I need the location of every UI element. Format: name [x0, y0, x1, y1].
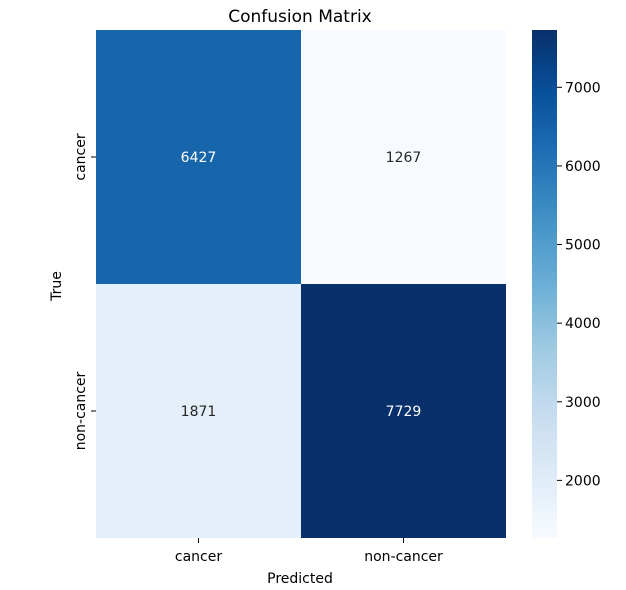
colorbar: [532, 30, 557, 538]
y-axis-label: True: [49, 271, 65, 302]
cell-value-label: 7729: [386, 404, 422, 420]
heatmap-cell: [301, 30, 506, 284]
heatmap-annotations: 6427 1267 1871 7729: [181, 150, 422, 420]
colorbar-tick-label: 4000: [565, 316, 601, 332]
colorbar-tick-label: 5000: [565, 238, 601, 254]
colorbar-tick-label: 3000: [565, 395, 601, 411]
x-tick-label: cancer: [175, 549, 222, 565]
heatmap-cells: [96, 30, 506, 538]
x-axis-label: Predicted: [267, 571, 333, 587]
colorbar-tick-label: 2000: [565, 473, 601, 489]
y-axis-ticks: cancer non-cancer: [73, 133, 96, 450]
cell-value-label: 1267: [386, 150, 422, 166]
x-tick-label: non-cancer: [364, 549, 443, 565]
x-axis-ticks: cancer non-cancer: [175, 538, 443, 565]
cell-value-label: 6427: [181, 150, 217, 166]
colorbar-tick-label: 6000: [565, 159, 601, 175]
colorbar-ticks: 2000 3000 4000 5000 6000 7000: [557, 80, 601, 489]
y-tick-label: cancer: [73, 133, 89, 180]
heatmap-cell: [96, 284, 301, 538]
heatmap-cell: [301, 284, 506, 538]
colorbar-tick-label: 7000: [565, 80, 601, 96]
chart-title: Confusion Matrix: [228, 7, 372, 27]
cell-value-label: 1871: [181, 404, 217, 420]
y-tick-label: non-cancer: [73, 371, 89, 450]
heatmap-cell: [96, 30, 301, 284]
